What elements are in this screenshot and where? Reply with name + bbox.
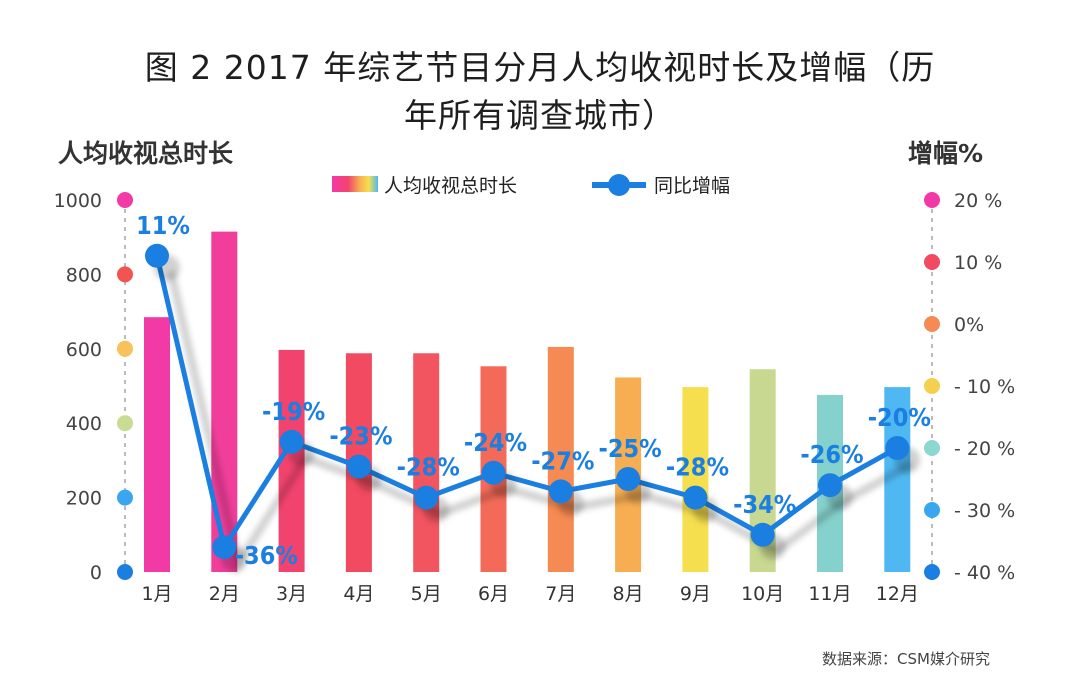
left-tick-label: 0	[90, 562, 102, 584]
right-axis-dot	[924, 564, 940, 580]
chart-title: 图 2 2017 年综艺节目分月人均收视时长及增幅（历 年所有调查城市）	[0, 44, 1080, 140]
left-tick-label: 200	[66, 488, 102, 510]
category-label: 10月	[741, 583, 784, 605]
growth-point-4	[346, 454, 371, 479]
bar-5	[413, 353, 440, 572]
growth-point-1	[145, 243, 169, 268]
right-axis-dot	[924, 440, 940, 456]
growth-label-12: -20%	[868, 403, 931, 432]
left-axis-dot	[117, 415, 133, 432]
growth-point-7	[548, 479, 573, 504]
left-tick-label: 800	[66, 264, 102, 286]
category-label: 1月	[141, 583, 172, 605]
growth-label-2: -36%	[235, 541, 298, 570]
legend: 人均收视总时长 同比增幅	[332, 174, 730, 197]
data-source: 数据来源：CSM媒介研究	[822, 650, 990, 668]
right-axis-dot	[924, 192, 940, 208]
bar-9	[682, 387, 709, 572]
category-label: 9月	[680, 583, 711, 605]
title-line-1: 图 2 2017 年综艺节目分月人均收视时长及增幅（历	[144, 48, 936, 87]
growth-label-1: 11%	[136, 211, 190, 240]
legend-bar-label: 人均收视总时长	[384, 175, 517, 197]
right-axis-dot	[924, 378, 940, 394]
growth-point-3	[279, 429, 304, 454]
legend-line-label: 同比增幅	[654, 175, 730, 197]
left-axis: 0 200 400 600 800 1000	[54, 190, 133, 584]
growth-line: 11%-36%-19%-23%-28%-24%-27% -25%-28%-34%-…	[136, 211, 931, 574]
growth-label-4: -23%	[329, 422, 392, 451]
category-labels: 1月 2月 3月 4月 5月 6月 7月 8月 9月 10月 11月 12月	[141, 583, 918, 605]
right-axis: - 40 % - 30 % - 20 % - 10 % 0% 10 % 20 %	[924, 190, 1015, 584]
right-axis-dot	[924, 502, 940, 518]
category-label: 5月	[411, 583, 442, 605]
growth-point-10	[750, 522, 775, 547]
right-axis-dot	[924, 254, 940, 270]
growth-label-5: -28%	[397, 453, 460, 482]
left-axis-title: 人均收视总时长	[58, 139, 234, 168]
left-tick-label: 1000	[54, 190, 102, 212]
left-tick-label: 600	[66, 339, 102, 361]
growth-point-11	[818, 473, 842, 498]
legend-line-marker	[608, 174, 630, 196]
growth-label-9: -28%	[666, 453, 729, 482]
right-tick-label: - 20 %	[954, 438, 1015, 460]
category-label: 8月	[613, 583, 644, 605]
bars	[144, 231, 911, 572]
title-line-2: 年所有调查城市）	[404, 96, 676, 135]
growth-label-7: -27%	[531, 446, 594, 475]
growth-point-9	[683, 485, 708, 510]
category-label: 12月	[876, 583, 919, 605]
left-axis-dot	[117, 192, 133, 208]
category-label: 3月	[276, 583, 307, 605]
left-axis-dot	[117, 489, 133, 506]
category-label: 6月	[478, 583, 509, 605]
growth-label-3: -19%	[262, 397, 325, 426]
bar-7	[547, 346, 574, 572]
bar-1	[144, 317, 170, 572]
category-label: 4月	[343, 583, 374, 605]
growth-label-6: -24%	[464, 428, 527, 457]
left-axis-dot	[117, 266, 133, 283]
growth-point-5	[414, 485, 439, 510]
right-axis-dot	[924, 316, 940, 332]
category-label: 11月	[808, 583, 851, 605]
bar-2	[211, 231, 238, 572]
category-label: 7月	[545, 583, 576, 605]
growth-label-11: -26%	[800, 440, 863, 469]
left-tick-label: 400	[66, 413, 102, 435]
left-axis-dot	[117, 340, 133, 357]
legend-bar-swatch	[332, 176, 378, 192]
category-label: 2月	[209, 583, 240, 605]
growth-point-6	[481, 460, 506, 485]
right-tick-label: - 10 %	[954, 376, 1015, 398]
right-tick-label: 0%	[954, 314, 984, 336]
right-tick-label: - 40 %	[954, 562, 1015, 584]
growth-line-shadow	[167, 270, 914, 574]
left-axis-dot	[117, 564, 133, 580]
growth-point-2	[212, 535, 237, 560]
growth-label-8: -25%	[599, 434, 662, 463]
growth-point-8	[616, 467, 641, 491]
right-tick-label: 20 %	[954, 190, 1002, 212]
growth-line-path	[154, 255, 899, 550]
growth-label-10: -34%	[733, 490, 796, 519]
right-axis-title: 增幅%	[908, 139, 984, 168]
right-tick-label: 10 %	[954, 252, 1002, 274]
growth-point-12	[885, 436, 910, 460]
right-tick-label: - 30 %	[954, 500, 1015, 522]
